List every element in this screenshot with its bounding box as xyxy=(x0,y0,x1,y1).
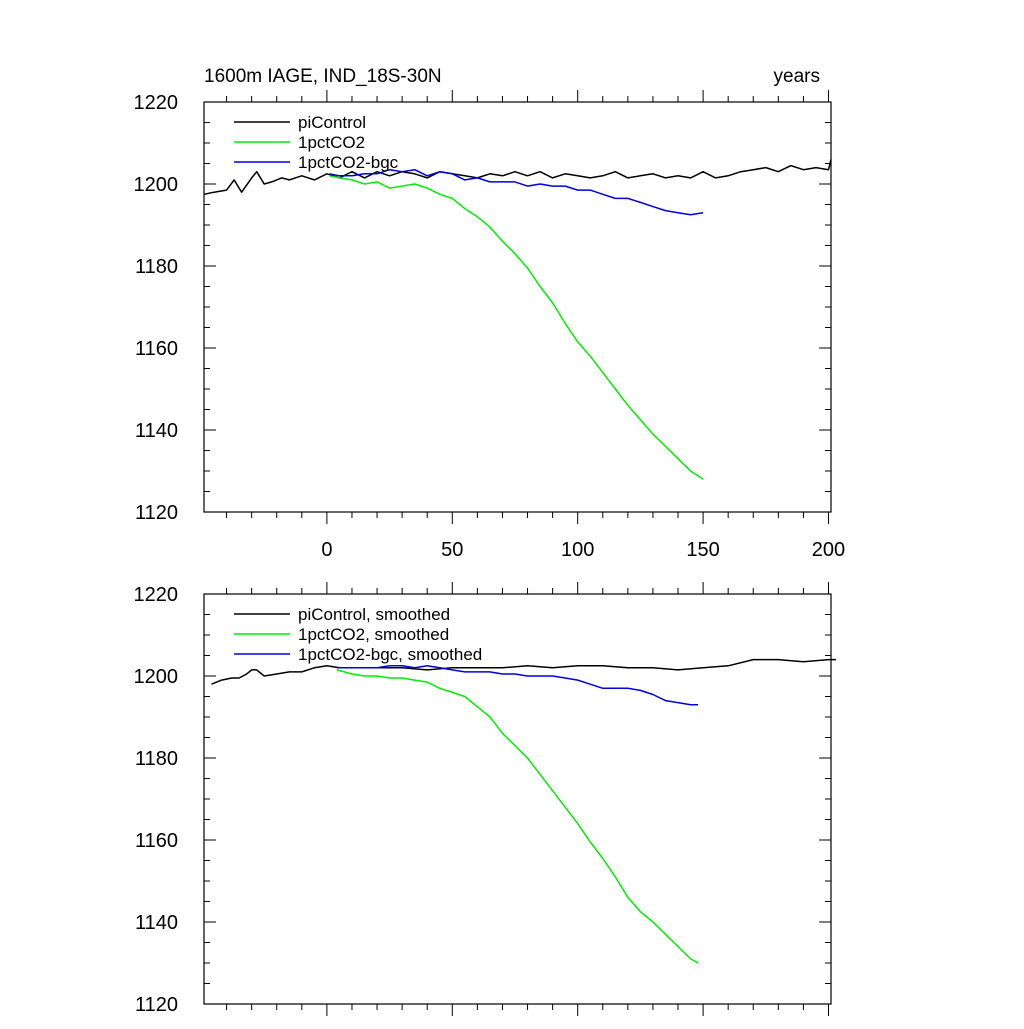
y-tick-label: 1160 xyxy=(135,338,178,360)
legend-label: 1pctCO2 xyxy=(298,133,365,152)
legend-label: 1pctCO2-bgc, smoothed xyxy=(298,645,482,664)
chart-title: 1600m IAGE, IND_18S-30N xyxy=(204,66,442,87)
legend-label: piControl, smoothed xyxy=(298,605,450,624)
series-line-picontrol xyxy=(203,159,832,196)
y-tick-label: 1220 xyxy=(134,92,179,114)
y-tick-label: 1120 xyxy=(135,502,178,524)
x-tick-label: 150 xyxy=(686,539,719,561)
y-tick-label: 1180 xyxy=(135,748,178,770)
x-tick-label: 0 xyxy=(321,539,332,561)
series-line-1pctco2-smoothed xyxy=(336,669,699,964)
x-tick-label: 50 xyxy=(441,539,463,561)
y-tick-label: 1200 xyxy=(134,666,179,688)
series-line-1pctco2-bgc xyxy=(329,168,704,216)
series-line-1pctco2-bgc-smoothed xyxy=(336,665,699,706)
y-tick-label: 1120 xyxy=(135,994,178,1016)
series-line-1pctco2 xyxy=(329,175,704,480)
legend-label: piControl xyxy=(298,113,366,132)
y-tick-label: 1160 xyxy=(135,830,178,852)
legend-label: 1pctCO2-bgc xyxy=(298,153,399,172)
bottom-panel: 1120 1140 1160 1180 1200 1220 piControl, smoot… xyxy=(134,582,836,1016)
y-tick-label: 1140 xyxy=(135,912,178,934)
legend-label: 1pctCO2, smoothed xyxy=(298,625,449,644)
x-axis-unit-label: years xyxy=(774,66,820,87)
y-tick-label: 1220 xyxy=(134,584,179,606)
x-tick-label: 100 xyxy=(561,539,594,561)
x-tick-label: 200 xyxy=(812,539,845,561)
top-panel: 1120 1140 1160 1180 1200 1220 0 50 100 150 200 piCo… xyxy=(134,90,845,561)
series-line-picontrol-smoothed xyxy=(211,658,836,685)
y-tick-label: 1200 xyxy=(134,174,179,196)
y-tick-label: 1140 xyxy=(135,420,178,442)
y-tick-label: 1180 xyxy=(135,256,178,278)
